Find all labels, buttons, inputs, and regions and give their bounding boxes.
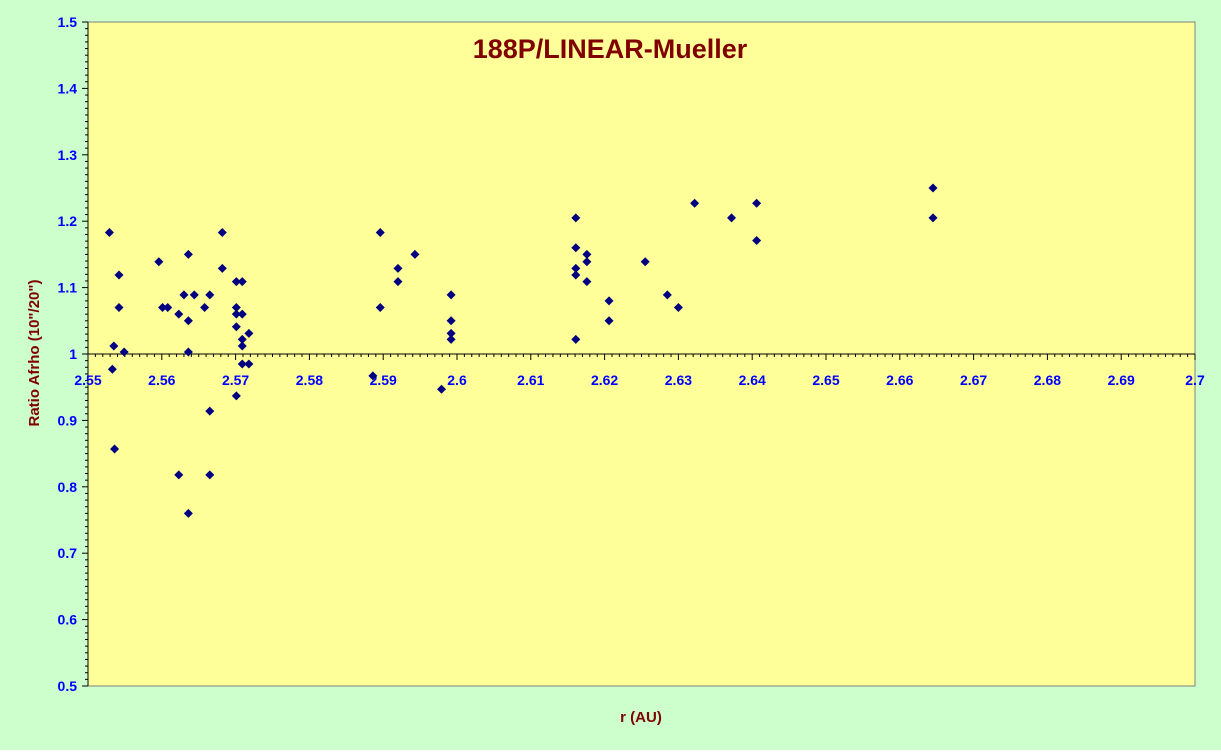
- x-tick-label: 2.68: [1034, 372, 1061, 388]
- data-point: [752, 235, 762, 245]
- data-point: [571, 213, 581, 223]
- y-tick-label: 0.6: [58, 612, 78, 628]
- y-tick-label: 0.9: [58, 412, 78, 428]
- data-point: [237, 341, 247, 351]
- data-point: [393, 263, 403, 273]
- x-tick-label: 2.7: [1185, 372, 1205, 388]
- data-point: [107, 364, 117, 374]
- data-point: [368, 371, 378, 381]
- data-point: [928, 183, 938, 193]
- data-point: [109, 341, 119, 351]
- data-point: [231, 277, 241, 287]
- data-point: [727, 213, 737, 223]
- data-point: [237, 334, 247, 344]
- y-tick-label: 1.1: [58, 280, 78, 296]
- data-point: [237, 309, 247, 319]
- data-point: [237, 359, 247, 369]
- data-point: [231, 391, 241, 401]
- data-point: [446, 334, 456, 344]
- data-point: [582, 277, 592, 287]
- data-point: [582, 249, 592, 259]
- y-tick-label: 0.7: [58, 545, 78, 561]
- x-tick-label: 2.65: [812, 372, 839, 388]
- data-point: [114, 270, 124, 280]
- data-point: [104, 227, 114, 237]
- data-point: [174, 470, 184, 480]
- y-axis-label: Ratio Afrho (10"/20"): [26, 279, 43, 426]
- x-tick-label: 2.64: [739, 372, 766, 388]
- y-tick-labels: 0.5 0.6 0.7 0.8 0.9 1 1.1 1.2 1.3 1.4 1.5: [58, 14, 78, 694]
- x-tick-label: 2.55: [74, 372, 101, 388]
- data-point: [205, 406, 215, 416]
- data-point: [217, 227, 227, 237]
- data-point: [231, 309, 241, 319]
- data-point: [673, 303, 683, 313]
- x-tick-label: 2.62: [591, 372, 618, 388]
- x-tick-label: 2.63: [665, 372, 692, 388]
- x-tick-label: 2.67: [960, 372, 987, 388]
- data-point: [158, 303, 168, 313]
- data-point: [200, 303, 210, 313]
- data-point: [189, 290, 199, 300]
- x-tick-label: 2.66: [886, 372, 913, 388]
- data-point: [582, 257, 592, 267]
- y-tick-label: 1.2: [58, 213, 78, 229]
- data-point: [244, 328, 254, 338]
- y-tick-label: 0.8: [58, 479, 78, 495]
- data-point: [437, 384, 447, 394]
- data-point: [446, 316, 456, 326]
- y-tick-label: 1.4: [58, 80, 78, 96]
- data-point: [571, 243, 581, 253]
- x-tick-label: 2.56: [148, 372, 175, 388]
- chart-title: 188P/LINEAR-Mueller: [473, 34, 748, 64]
- data-point: [231, 303, 241, 313]
- data-point: [604, 316, 614, 326]
- x-tick-label: 2.61: [517, 372, 544, 388]
- data-point: [174, 309, 184, 319]
- data-point: [571, 270, 581, 280]
- x-tick-label: 2.57: [222, 372, 249, 388]
- data-point: [110, 444, 120, 454]
- data-point: [231, 322, 241, 332]
- x-tick-label: 2.69: [1108, 372, 1135, 388]
- data-point: [604, 296, 614, 306]
- data-point: [928, 213, 938, 223]
- y-tick-label: 0.5: [58, 678, 78, 694]
- data-point: [752, 198, 762, 208]
- data-point: [410, 249, 420, 259]
- data-point: [244, 359, 254, 369]
- data-point: [183, 249, 193, 259]
- data-point: [205, 470, 215, 480]
- y-tick-label: 1: [69, 346, 77, 362]
- data-point: [375, 227, 385, 237]
- data-point: [571, 263, 581, 273]
- x-tick-label: 2.6: [447, 372, 467, 388]
- data-point: [114, 303, 124, 313]
- data-point: [237, 277, 247, 287]
- data-point: [446, 290, 456, 300]
- data-point: [690, 198, 700, 208]
- data-point: [183, 508, 193, 518]
- data-point: [119, 347, 129, 357]
- y-tick-label: 1.5: [58, 14, 78, 30]
- x-axis-label: r (AU): [620, 709, 662, 726]
- data-point: [183, 347, 193, 357]
- data-point: [393, 277, 403, 287]
- data-point: [205, 290, 215, 300]
- y-tick-label: 1.3: [58, 147, 78, 163]
- data-point: [446, 328, 456, 338]
- data-point: [179, 290, 189, 300]
- x-tick-label: 2.58: [296, 372, 323, 388]
- data-point: [375, 303, 385, 313]
- data-point: [640, 257, 650, 267]
- data-point: [183, 316, 193, 326]
- data-point: [154, 257, 164, 267]
- data-point: [662, 290, 672, 300]
- data-point: [217, 263, 227, 273]
- data-point: [163, 303, 173, 313]
- data-points: [104, 183, 938, 518]
- data-point: [571, 334, 581, 344]
